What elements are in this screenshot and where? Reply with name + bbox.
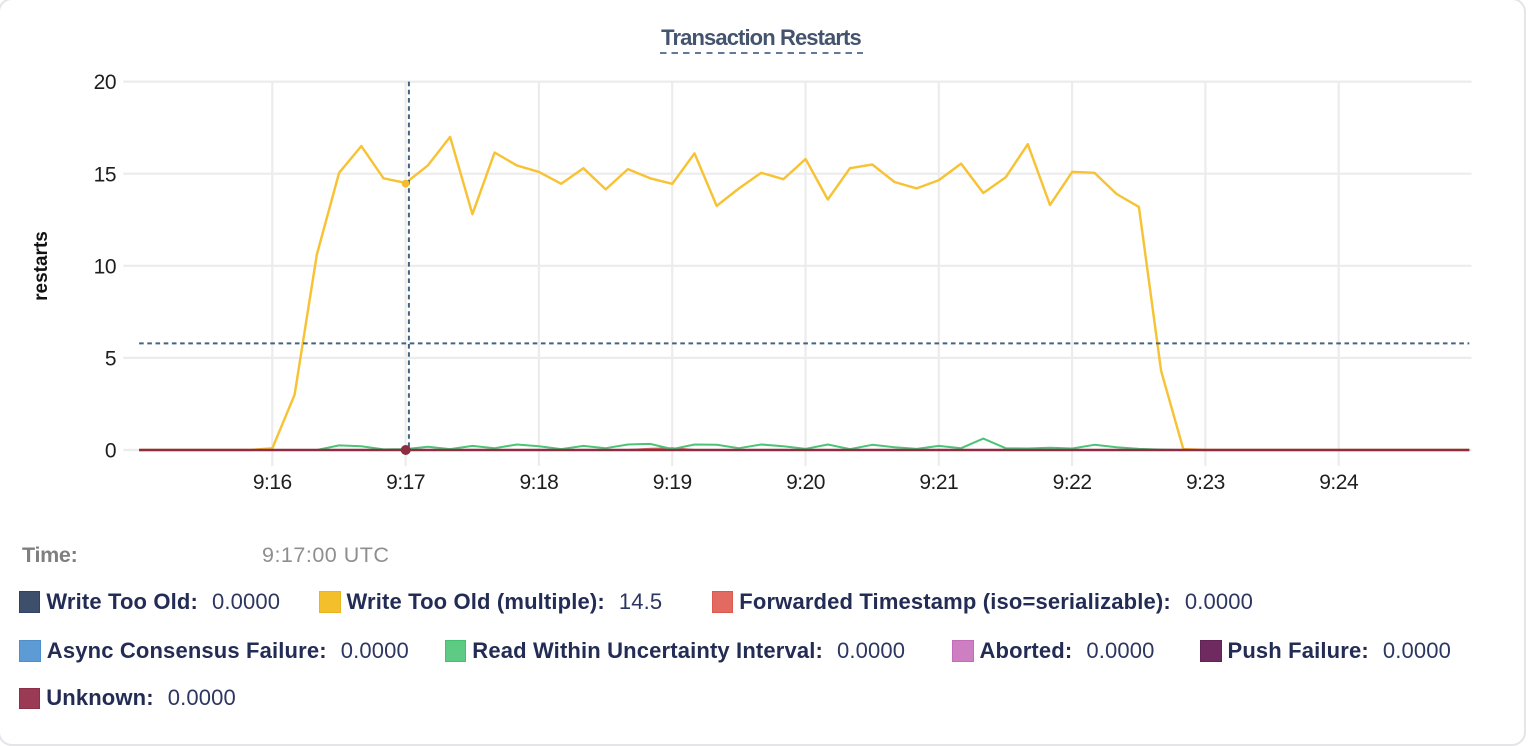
- svg-text:9:19: 9:19: [653, 471, 692, 494]
- svg-text:20: 20: [94, 71, 116, 94]
- svg-text:restarts: restarts: [31, 231, 52, 301]
- svg-text:9:22: 9:22: [1053, 471, 1092, 494]
- svg-text:9:20: 9:20: [786, 471, 825, 494]
- svg-text:9:23: 9:23: [1186, 471, 1225, 494]
- svg-text:9:24: 9:24: [1319, 471, 1359, 494]
- svg-text:10: 10: [94, 255, 116, 278]
- svg-text:0: 0: [105, 440, 116, 463]
- svg-text:15: 15: [94, 163, 116, 186]
- svg-text:9:16: 9:16: [253, 471, 292, 494]
- svg-text:5: 5: [105, 348, 116, 371]
- svg-text:9:18: 9:18: [519, 471, 558, 494]
- svg-text:9:17: 9:17: [386, 471, 425, 494]
- svg-text:9:21: 9:21: [919, 471, 958, 494]
